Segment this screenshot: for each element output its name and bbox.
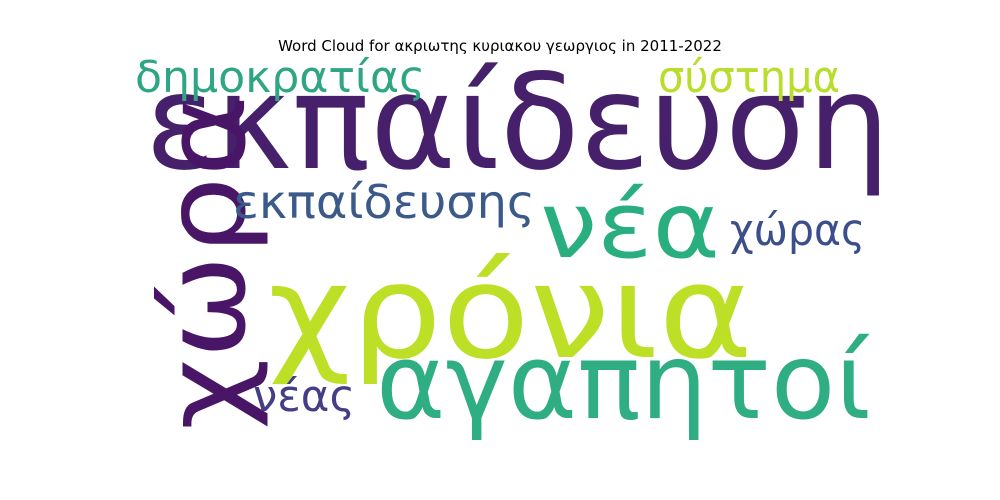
word-3: χώρα <box>141 95 271 430</box>
word-7: δημοκρατίας <box>135 52 425 103</box>
word-4: αγαπητοί <box>376 321 871 443</box>
word-10: νέας <box>253 371 355 422</box>
word-8: σύστημα <box>658 52 840 103</box>
chart-title: Word Cloud for ακριωτης κυριακου γεωργιο… <box>278 37 722 55</box>
word-6: εκπαίδευσης <box>233 175 535 229</box>
word-1: εκπαίδευση <box>145 46 890 200</box>
word-9: χώρας <box>730 205 865 256</box>
word-2: χρόνια <box>268 236 753 388</box>
word-5: νέα <box>540 172 720 279</box>
